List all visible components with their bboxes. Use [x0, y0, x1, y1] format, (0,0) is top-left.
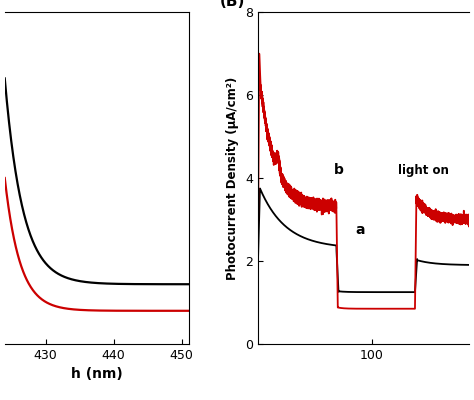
Text: light on: light on: [398, 164, 449, 177]
Text: a: a: [355, 223, 365, 237]
Text: (B): (B): [220, 0, 245, 9]
X-axis label: h (nm): h (nm): [71, 368, 123, 382]
Y-axis label: Photocurrent Density (μA/cm²): Photocurrent Density (μA/cm²): [227, 76, 239, 280]
Text: b: b: [334, 163, 343, 177]
